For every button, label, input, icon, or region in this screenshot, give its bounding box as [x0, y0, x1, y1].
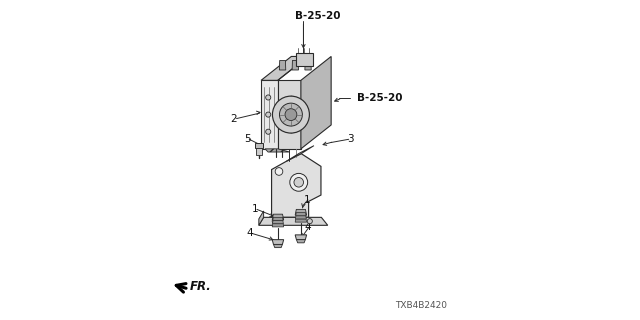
- Polygon shape: [261, 80, 278, 149]
- Polygon shape: [256, 148, 262, 155]
- Polygon shape: [265, 149, 290, 152]
- Polygon shape: [292, 60, 298, 70]
- Circle shape: [272, 219, 277, 224]
- Polygon shape: [272, 214, 284, 220]
- Polygon shape: [286, 146, 314, 161]
- Polygon shape: [291, 96, 301, 133]
- Text: FR.: FR.: [190, 280, 212, 293]
- Circle shape: [273, 96, 309, 133]
- Text: 3: 3: [347, 134, 353, 144]
- Polygon shape: [271, 154, 321, 217]
- Text: 5: 5: [244, 134, 251, 144]
- Text: 4: 4: [305, 222, 311, 232]
- Circle shape: [294, 178, 303, 187]
- Polygon shape: [278, 80, 301, 149]
- Polygon shape: [273, 220, 284, 224]
- Circle shape: [280, 103, 302, 126]
- Polygon shape: [273, 217, 283, 220]
- Polygon shape: [305, 60, 311, 70]
- Polygon shape: [295, 235, 307, 240]
- Polygon shape: [295, 209, 307, 215]
- Circle shape: [285, 109, 297, 121]
- Polygon shape: [296, 240, 305, 243]
- Circle shape: [307, 219, 312, 224]
- Polygon shape: [280, 60, 285, 70]
- Circle shape: [275, 168, 283, 175]
- Text: B-25-20: B-25-20: [356, 93, 402, 103]
- Polygon shape: [301, 56, 331, 149]
- Polygon shape: [272, 224, 284, 227]
- Polygon shape: [296, 212, 306, 216]
- Text: TXB4B2420: TXB4B2420: [396, 301, 447, 310]
- Polygon shape: [255, 143, 263, 148]
- Text: 1: 1: [304, 195, 310, 205]
- Circle shape: [290, 173, 308, 191]
- Polygon shape: [259, 217, 328, 225]
- Polygon shape: [296, 216, 307, 219]
- Circle shape: [266, 129, 271, 134]
- Text: 1: 1: [252, 204, 258, 214]
- Polygon shape: [261, 56, 308, 80]
- Text: 2: 2: [230, 114, 237, 124]
- Text: B-25-20: B-25-20: [294, 12, 340, 21]
- Polygon shape: [295, 219, 307, 222]
- Polygon shape: [259, 211, 264, 225]
- Circle shape: [266, 95, 271, 100]
- Polygon shape: [272, 240, 284, 244]
- Polygon shape: [296, 53, 314, 66]
- Circle shape: [266, 112, 271, 117]
- Polygon shape: [273, 244, 282, 248]
- Text: 4: 4: [246, 228, 253, 238]
